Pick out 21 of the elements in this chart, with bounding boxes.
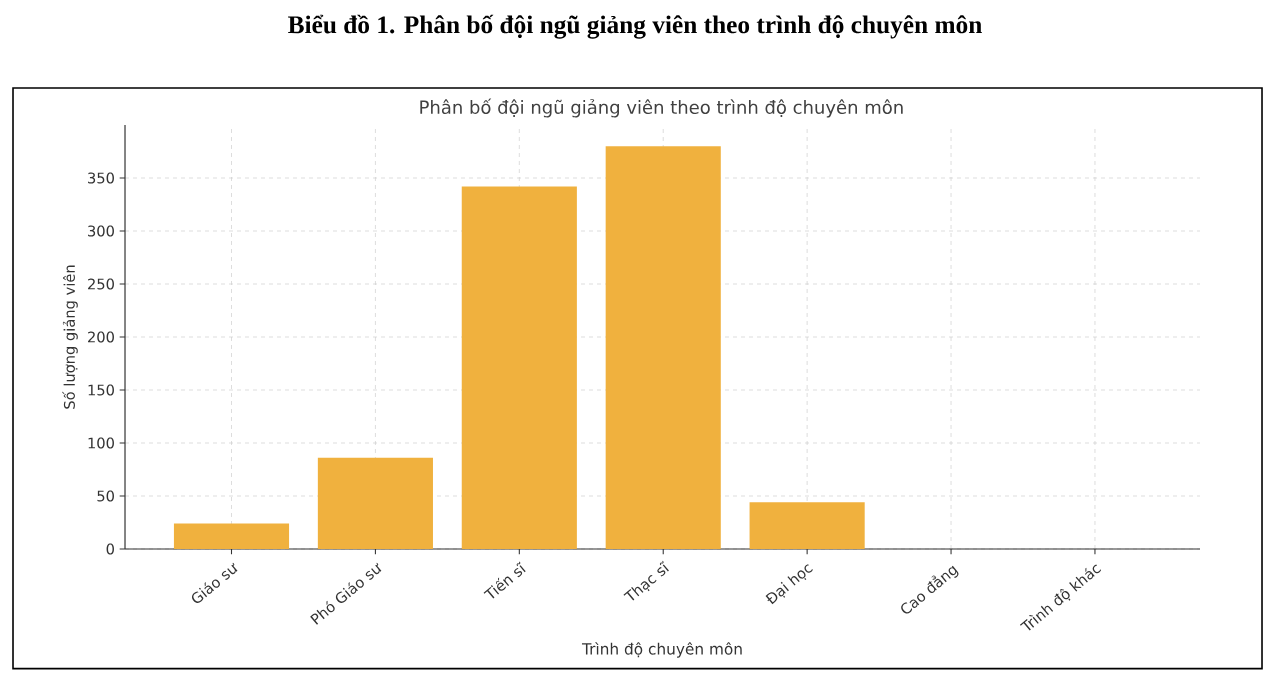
y-tick-label: 150 [88, 384, 114, 396]
bar [173, 523, 290, 549]
chart-title: Biểu đồ 1. Phân bố đội ngũ giảng viên theo trình độ chuyên môn [288, 14, 982, 39]
x-tick-label: Đại học [765, 564, 813, 605]
x-tick-label: Giáo sư [191, 562, 238, 603]
y-tick-label: 0 [106, 543, 114, 555]
chart-subtitle: Phân bố đội ngũ giảng viên theo trình độ chuyên môn [420, 98, 903, 118]
y-tick-label: 50 [97, 490, 114, 502]
y-tick-label: 250 [88, 278, 114, 290]
y-tick-label: 300 [88, 225, 114, 237]
bar [461, 186, 577, 549]
bar [749, 502, 865, 549]
y-tick-label: 100 [88, 437, 114, 449]
y-tick-label: 350 [88, 172, 114, 184]
bar [605, 146, 721, 549]
y-tick-label: 200 [88, 331, 114, 343]
x-axis-title: Trình độ chuyên môn [581, 642, 742, 658]
y-axis-title: Số lượng giảng viên [62, 265, 78, 409]
bar [317, 457, 433, 549]
x-tick-label: Phó Giáo sư [310, 562, 382, 625]
x-tick-label: Tiến sĩ [483, 561, 526, 599]
